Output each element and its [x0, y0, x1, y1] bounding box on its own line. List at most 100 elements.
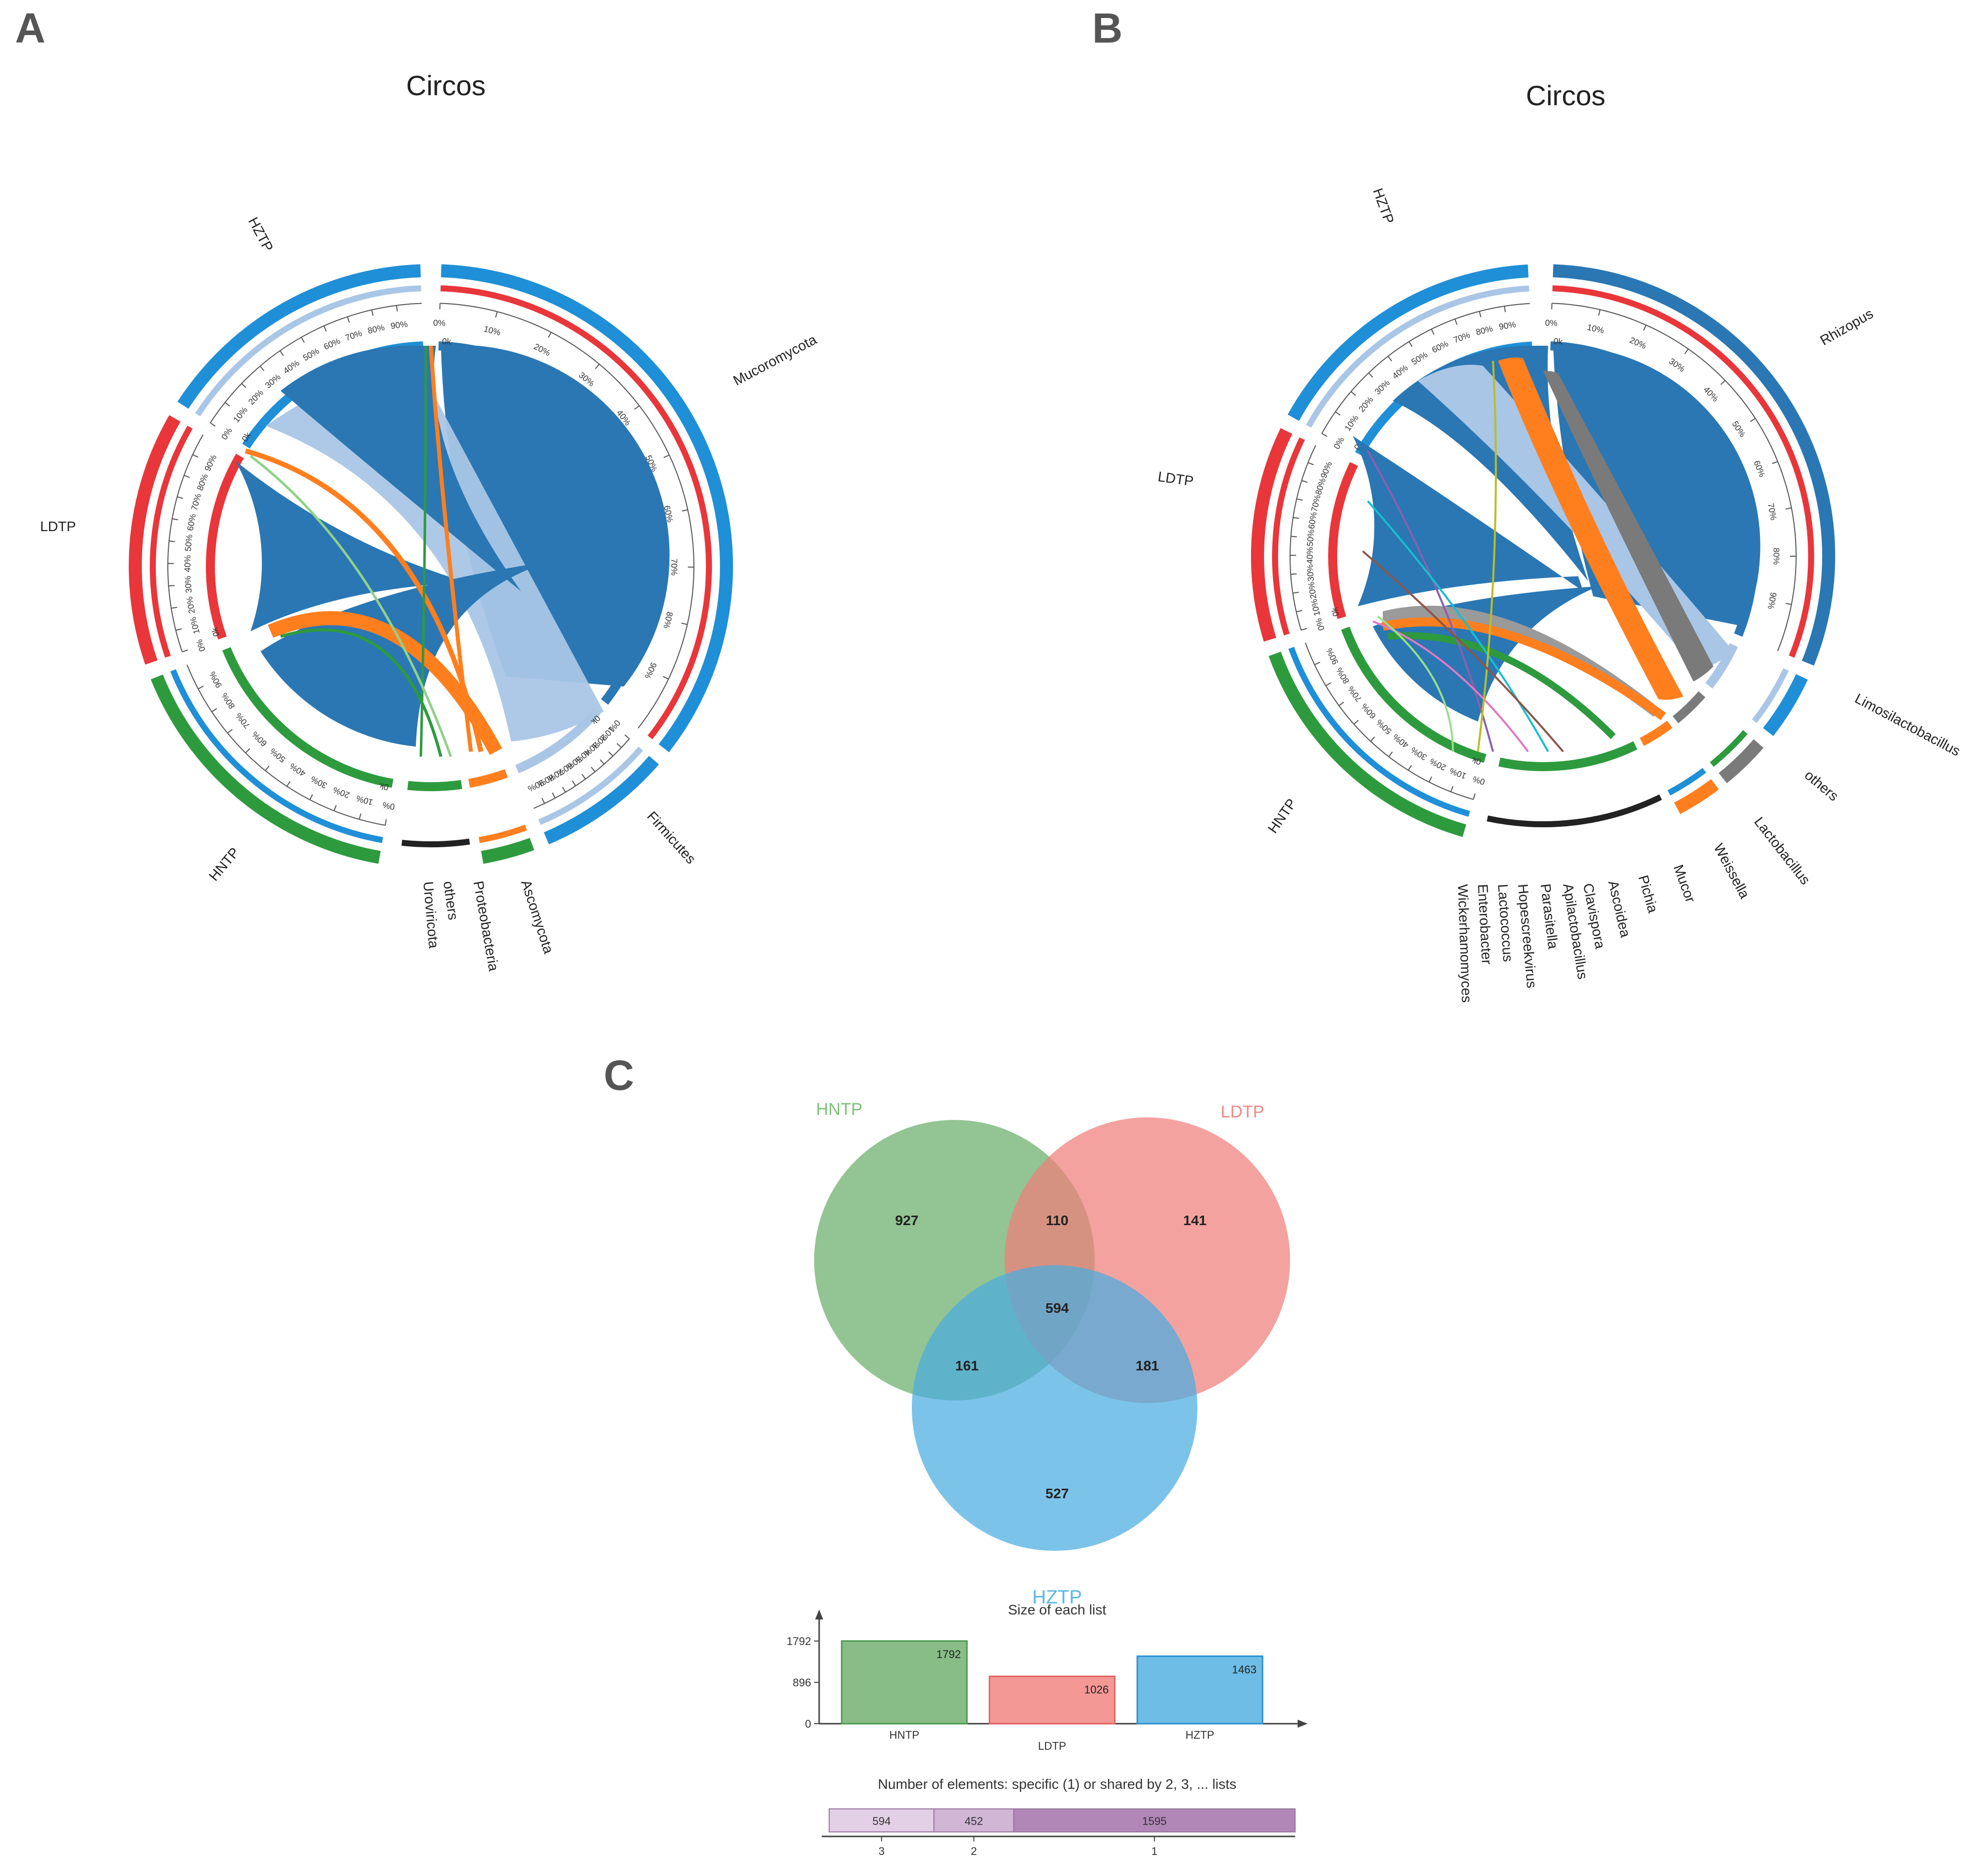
ring-mid-others	[1709, 730, 1748, 767]
scale-tick-mucoromycota	[548, 332, 552, 338]
ring-outer-rhizopus	[1553, 264, 1835, 666]
venn-region-hztp-only: 527	[1046, 1486, 1069, 1501]
a-label-ascomycota: Ascomycota	[518, 878, 557, 956]
scale-tick-label-ldtp: 10%	[188, 616, 202, 635]
b-label-pichia: Pichia	[1635, 873, 1661, 914]
scale-tick-label-rhizopus: 10%	[1586, 322, 1605, 335]
venn-set-label-ldtp: LDTP	[1221, 1102, 1265, 1121]
scale-tick-label-hntp: 0%	[1471, 774, 1486, 787]
b-chord-orange-hntp	[1382, 617, 1666, 721]
ring-outer-others	[1718, 739, 1764, 784]
size-bar-hntp	[841, 1640, 968, 1725]
scale-tick-label-mucoromycota: 0%	[433, 318, 445, 328]
scale-tick-label-hntp: 50%	[1375, 718, 1394, 736]
scale-tick-label-hztp: 70%	[1452, 330, 1471, 345]
scale-tick-mucoromycota	[595, 364, 600, 369]
scale-tick-label-hztp: 10%	[231, 405, 250, 424]
scale-tick-ldtp	[1293, 592, 1299, 594]
scale-tick-hntp	[384, 819, 387, 826]
a-label-hztp: HZTP	[245, 214, 277, 254]
scale-tick-hztp	[396, 305, 398, 312]
scale-tick-mucoromycota	[681, 622, 688, 625]
scale-tick-hntp	[1472, 793, 1476, 800]
scale-tick-label-hntp: 60%	[250, 730, 269, 748]
ring-inner-ldtp	[206, 453, 244, 640]
scale-tick-label-firmicutes: 90%	[526, 778, 546, 794]
scale-tick-label-mucoromycota: 10%	[483, 324, 502, 338]
scale-tick-label-ldtp: 30%	[183, 576, 193, 593]
b-label-weissella: Weissella	[1711, 841, 1753, 901]
scale-tick-label-mucoromycota: 80%	[661, 611, 674, 629]
shared-bar-category: 1	[1151, 1845, 1157, 1857]
scale-tick-label-mucoromycota: 90%	[643, 661, 659, 680]
scale-tick-hztp	[1321, 433, 1328, 437]
shared-chart-title: Number of elements: specific (1) or shar…	[878, 1776, 1236, 1792]
scale-tick-label-hntp: 60%	[1359, 702, 1378, 721]
scale-zero-label-rhizopus: 0k	[1553, 336, 1563, 346]
scale-tick-label-hztp: 0%	[219, 426, 234, 441]
scale-tick-label-hntp: 20%	[332, 785, 351, 800]
scale-tick-label-hztp: 40%	[282, 358, 301, 376]
scale-tick-mucoromycota	[495, 311, 498, 318]
scale-tick-label-rhizopus: 90%	[1766, 591, 1778, 610]
ring-outer-hntp	[1269, 651, 1466, 837]
size-bar-ldtp	[988, 1676, 1116, 1725]
scale-tick-label-hntp: 70%	[234, 711, 252, 730]
scale-tick-label-ldtp: 70%	[1310, 494, 1323, 513]
scale-tick-ldtp	[171, 607, 177, 609]
b-label-lactococcus: Lactococcus	[1495, 883, 1516, 962]
size-bar-category: HNTP	[889, 1729, 919, 1741]
scale-tick-label-ldtp: 70%	[189, 493, 203, 512]
scale-tick-ldtp	[1301, 480, 1308, 483]
scale-tick-hntp	[1314, 661, 1321, 665]
a-chord-orange-3	[429, 345, 473, 752]
scale-tick-hntp	[211, 708, 217, 713]
scale-tick-hntp	[1428, 776, 1432, 783]
scale-tick-firmicutes	[572, 780, 576, 786]
scale-tick-hztp	[224, 402, 230, 407]
b-label-hntp: HNTP	[1265, 796, 1300, 836]
b-chord-purple	[1367, 450, 1494, 752]
b-label-hztp: HZTP	[1370, 186, 1397, 225]
scale-tick-rhizopus	[1785, 603, 1792, 605]
scale-tick-hztp	[1454, 319, 1458, 325]
scale-tick-label-hztp: 60%	[1430, 339, 1450, 355]
b-chord-olive	[1477, 360, 1497, 752]
scale-tick-hztp	[1387, 356, 1392, 362]
b-chord-ldtp-rhizopus	[1353, 436, 1583, 606]
ring-inner-minor-genera	[1498, 741, 1638, 771]
scale-tick-label-hztp: 40%	[1390, 363, 1410, 381]
ring-inner-hntp	[222, 647, 394, 788]
scale-tick-label-hztp: 70%	[344, 328, 363, 343]
ring-mid-ascomycota	[478, 824, 527, 843]
scale-zero-label-hntp: 0k	[378, 781, 389, 792]
size-bar-category: LDTP	[1038, 1740, 1066, 1752]
a-chord-green-2	[419, 345, 427, 757]
scale-tick-label-ldtp: 50%	[1305, 529, 1316, 547]
size-bar-hztp	[1136, 1655, 1264, 1725]
ring-outer-firmicutes	[544, 756, 659, 845]
shared-bar-chart: Number of elements: specific (1) or shar…	[822, 1776, 1296, 1857]
circos-b: 0% 10%20%30%40%50%60%70%80%90%0k0%10%20%3…	[1251, 264, 1835, 848]
ring-inner-lactobacillus	[1639, 721, 1673, 746]
scale-tick-firmicutes	[616, 743, 622, 748]
scale-tick-ldtp	[169, 540, 175, 542]
ring-mid-ldtp	[1272, 437, 1305, 636]
venn-region-all: 594	[1046, 1300, 1069, 1316]
a-label-proteobacteria: Proteobacteria	[470, 880, 502, 973]
scale-tick-rhizopus	[1772, 460, 1778, 464]
scale-tick-hntp	[309, 794, 313, 800]
scale-tick-label-hntp: 40%	[288, 761, 308, 779]
scale-tick-label-hztp: 80%	[367, 323, 385, 336]
scale-tick-hztp	[1504, 306, 1506, 312]
scale-tick-label-ldtp: 90%	[203, 453, 219, 473]
scale-tick-hntp	[265, 766, 270, 771]
ring-outer-mucoromycota	[441, 264, 733, 753]
scale-tick-label-rhizopus: 0%	[1545, 318, 1558, 328]
b-chord-lacto-orange	[1498, 357, 1683, 700]
size-bar-value: 1792	[936, 1648, 961, 1661]
scale-tick-mucoromycota	[663, 454, 670, 458]
scale-tick-label-ldtp: 20%	[185, 596, 197, 614]
scale-tick-label-ldtp: 60%	[1307, 512, 1319, 530]
